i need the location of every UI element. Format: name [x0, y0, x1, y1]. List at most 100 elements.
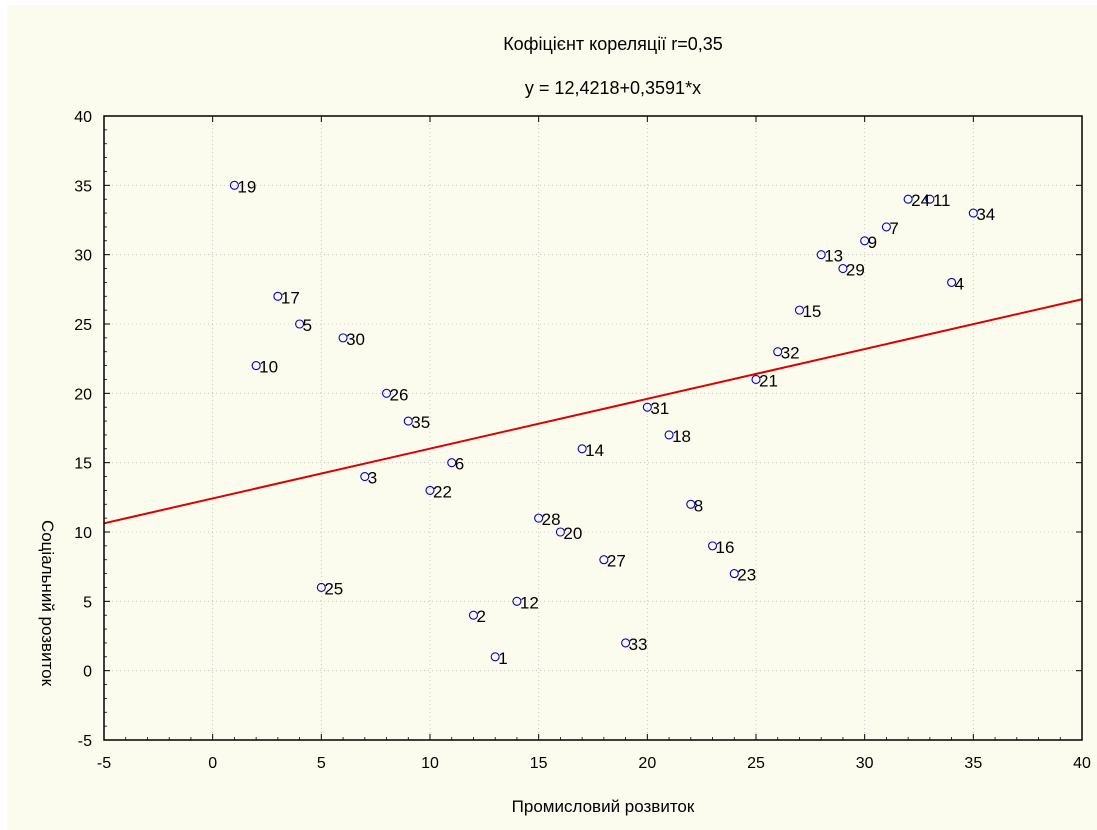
data-point	[295, 319, 305, 329]
point-label: 24	[911, 191, 930, 210]
point-label: 6	[455, 455, 464, 474]
chart-title: Кофіцієнт кореляції r=0,35	[503, 34, 723, 54]
data-point	[903, 194, 913, 204]
data-point	[599, 555, 609, 565]
data-point	[512, 596, 522, 606]
point-label: 26	[390, 385, 409, 404]
point-label: 9	[868, 233, 877, 252]
data-point	[468, 610, 479, 620]
data-points: 1234567891011121314151617181920212223242…	[229, 177, 995, 668]
data-point	[577, 444, 587, 454]
y-tick-label: 30	[74, 248, 92, 265]
data-point	[338, 333, 348, 343]
chart-subtitle: y = 12,4218+0,3591*x	[525, 78, 701, 98]
data-point	[534, 513, 544, 523]
data-point	[968, 208, 978, 218]
y-tick-label: 5	[83, 594, 92, 611]
point-label: 31	[650, 399, 669, 418]
x-tick-label: 5	[317, 755, 326, 772]
point-label: 3	[368, 469, 377, 488]
regression-line	[103, 298, 1083, 525]
grid	[104, 116, 1082, 740]
data-point	[773, 347, 783, 357]
data-point	[316, 582, 326, 593]
point-label: 29	[846, 261, 865, 280]
data-point	[794, 305, 805, 315]
data-point	[860, 236, 870, 246]
data-point	[925, 194, 935, 204]
point-label: 4	[955, 274, 964, 293]
data-point	[816, 250, 826, 260]
point-label: 8	[694, 496, 703, 515]
point-label: 19	[237, 177, 256, 196]
point-label: 23	[737, 566, 756, 585]
data-point	[707, 541, 718, 551]
point-label: 32	[781, 344, 800, 363]
point-label: 30	[346, 330, 365, 349]
point-label: 18	[672, 427, 691, 446]
y-axis-label: Соціальний розвиток	[38, 520, 57, 687]
data-point	[947, 277, 957, 287]
y-tick-label: 25	[74, 317, 92, 334]
point-label: 21	[759, 371, 778, 390]
point-label: 33	[629, 635, 648, 654]
point-label: 11	[933, 191, 951, 210]
data-point	[751, 374, 761, 385]
data-point	[838, 263, 848, 274]
y-tick-label: 40	[74, 109, 92, 126]
data-point	[403, 416, 413, 426]
point-label: 27	[607, 552, 626, 571]
x-tick-label: 35	[964, 755, 982, 772]
x-axis-label: Промисловий розвиток	[512, 797, 695, 816]
x-tick-label: 20	[638, 755, 656, 772]
plot-frame	[103, 115, 1083, 741]
y-tick-label: 35	[74, 178, 92, 195]
data-point	[555, 527, 565, 537]
point-label: 34	[976, 205, 995, 224]
data-point	[729, 569, 739, 579]
y-tick-label: -5	[78, 733, 92, 750]
point-label: 13	[824, 247, 843, 266]
regression-line-group	[103, 298, 1083, 525]
point-label: 17	[281, 288, 300, 307]
data-point	[229, 180, 239, 190]
data-point	[686, 499, 696, 509]
x-tick-label: 10	[421, 755, 439, 772]
x-tick-label: -5	[97, 755, 111, 772]
point-label: 2	[476, 607, 485, 626]
data-point	[273, 291, 283, 301]
data-point	[447, 458, 457, 468]
y-tick-label: 15	[74, 456, 92, 473]
point-label: 14	[585, 441, 604, 460]
data-point	[490, 652, 500, 662]
point-label: 10	[259, 358, 278, 377]
point-label: 28	[542, 510, 561, 529]
point-label: 7	[889, 219, 898, 238]
x-tick-label: 0	[208, 755, 217, 772]
data-point	[621, 638, 631, 648]
data-point	[251, 361, 261, 371]
point-label: 20	[563, 524, 582, 543]
point-label: 16	[716, 538, 735, 557]
x-tick-label: 15	[530, 755, 548, 772]
point-label: 12	[520, 593, 539, 612]
data-point	[360, 471, 370, 482]
data-point	[642, 402, 652, 412]
x-tick-label: 25	[747, 755, 765, 772]
point-label: 22	[433, 482, 452, 501]
data-point	[425, 485, 435, 495]
y-tick-label: 0	[83, 664, 92, 681]
point-label: 5	[303, 316, 312, 335]
data-point	[381, 388, 392, 398]
data-point	[664, 430, 674, 440]
point-label: 35	[411, 413, 430, 432]
point-label: 15	[802, 302, 821, 321]
x-tick-label: 30	[856, 755, 874, 772]
y-tick-label: 20	[74, 386, 92, 403]
y-tick-label: 10	[74, 525, 92, 542]
data-point	[881, 222, 891, 232]
x-tick-label: 40	[1073, 755, 1091, 772]
